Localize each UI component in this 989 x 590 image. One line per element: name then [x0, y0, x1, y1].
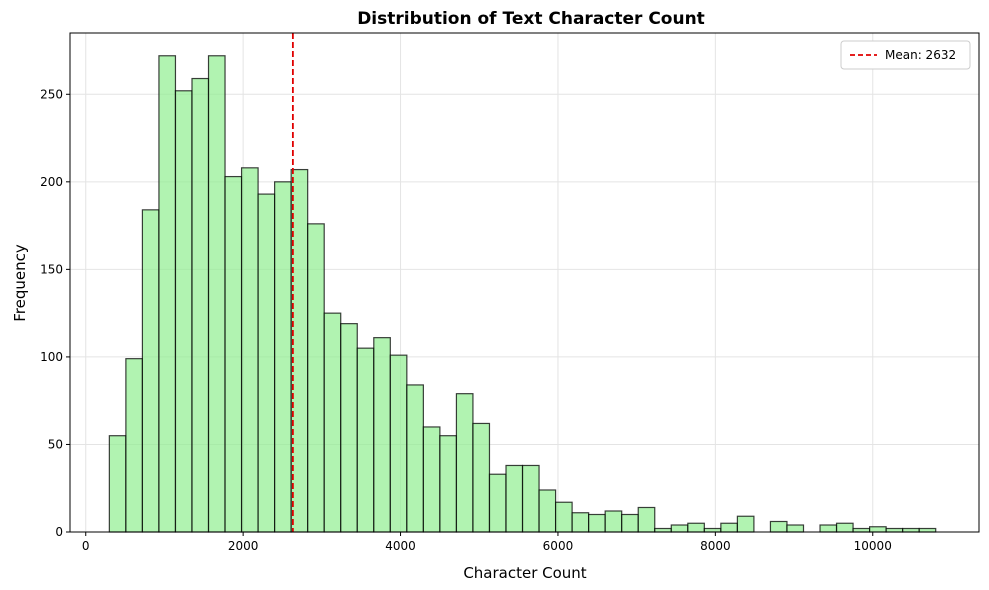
histogram-bar: [174, 90, 193, 533]
histogram-bar: [340, 323, 358, 533]
histogram-bar: [108, 435, 127, 533]
x-tick-label: 6000: [543, 539, 574, 553]
histogram-bar: [207, 55, 226, 533]
histogram-bar: [604, 510, 623, 533]
histogram-bar: [356, 347, 375, 533]
histogram-bar: [323, 312, 342, 533]
histogram-bar: [637, 506, 656, 533]
histogram-bar: [389, 354, 408, 533]
histogram-bar: [588, 513, 606, 533]
y-tick-label: 150: [40, 262, 63, 276]
histogram-bars: [108, 55, 937, 533]
histogram-bar: [158, 55, 177, 533]
y-tick-label: 200: [40, 175, 63, 189]
histogram-bar: [720, 522, 738, 533]
histogram-bar: [554, 501, 573, 533]
histogram-bar: [687, 522, 705, 533]
histogram-bar: [538, 489, 557, 533]
y-tick-label: 100: [40, 350, 63, 364]
histogram-bar: [769, 520, 788, 533]
legend-label-mean: Mean: 2632: [885, 48, 956, 62]
x-tick-label: 8000: [700, 539, 731, 553]
histogram-bar: [472, 422, 491, 533]
histogram-bar: [422, 426, 441, 533]
x-axis-label: Character Count: [463, 564, 586, 582]
histogram-bar: [918, 527, 937, 533]
x-tick-label: 0: [82, 539, 90, 553]
y-tick-label: 0: [55, 525, 63, 539]
histogram-bar: [125, 358, 144, 533]
histogram-bar: [885, 527, 904, 533]
x-axis-ticks: 0 2000 4000 6000 8000 10000: [82, 532, 892, 553]
y-tick-label: 250: [40, 87, 63, 101]
y-axis-ticks: 0 50 100 150 200 250: [40, 87, 70, 539]
histogram-bar: [571, 512, 590, 533]
histogram-bar: [902, 527, 920, 533]
histogram-bar: [373, 337, 391, 533]
histogram-bar: [786, 524, 805, 533]
histogram-bar: [439, 435, 458, 533]
histogram-bar: [521, 464, 540, 533]
x-tick-label: 10000: [854, 539, 892, 553]
y-tick-label: 50: [48, 437, 63, 451]
legend-box: [840, 40, 971, 70]
histogram-bar: [819, 524, 838, 533]
legend: Mean: 2632: [840, 40, 971, 70]
x-tick-label: 4000: [385, 539, 416, 553]
histogram-bar: [274, 181, 292, 533]
histogram-bar: [455, 393, 474, 533]
x-tick-label: 2000: [228, 539, 259, 553]
histogram-bar: [621, 513, 639, 533]
histogram-bar: [240, 167, 259, 533]
histogram-bar: [505, 464, 524, 533]
histogram-bar: [488, 473, 507, 533]
plot-frame: [69, 32, 980, 533]
histogram-bar: [257, 193, 276, 533]
histogram-bar: [191, 77, 210, 533]
histogram-bar: [224, 175, 243, 533]
chart-title: Distribution of Text Character Count: [357, 9, 705, 29]
histogram-bar: [736, 515, 755, 533]
histogram-bar: [703, 527, 722, 533]
histogram-bar: [406, 384, 424, 533]
histogram-bar: [141, 209, 160, 533]
histogram-bar: [307, 223, 325, 533]
histogram-bar: [869, 526, 887, 533]
histogram-bar: [654, 527, 672, 533]
histogram-bar: [852, 527, 871, 533]
histogram-bar: [835, 522, 854, 533]
y-axis-label: Frequency: [11, 244, 29, 322]
histogram-bar: [670, 524, 689, 533]
